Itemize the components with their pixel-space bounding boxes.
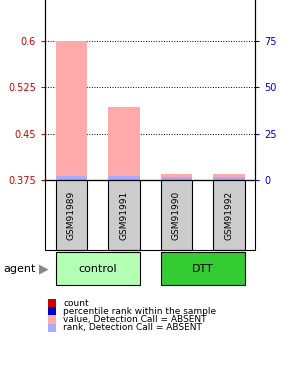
Bar — [55, 40, 87, 180]
Bar — [213, 177, 244, 180]
Bar — [108, 180, 139, 250]
Text: count: count — [64, 298, 89, 307]
Text: agent: agent — [3, 264, 35, 273]
Text: GSM91991: GSM91991 — [119, 190, 128, 240]
Bar — [160, 252, 244, 285]
Text: ▶: ▶ — [39, 262, 49, 275]
Bar — [160, 174, 192, 180]
Text: GSM91990: GSM91990 — [172, 190, 181, 240]
Text: DTT: DTT — [192, 264, 213, 273]
Bar — [55, 252, 139, 285]
Text: GSM91992: GSM91992 — [224, 190, 233, 240]
Text: GSM91989: GSM91989 — [67, 190, 76, 240]
Bar — [55, 180, 87, 250]
Bar — [160, 177, 192, 180]
Text: percentile rank within the sample: percentile rank within the sample — [64, 307, 217, 316]
Text: rank, Detection Call = ABSENT: rank, Detection Call = ABSENT — [64, 323, 202, 332]
Bar — [213, 180, 244, 250]
Text: control: control — [78, 264, 117, 273]
Bar — [55, 176, 87, 180]
Bar — [213, 174, 244, 180]
Bar — [108, 107, 139, 180]
Text: value, Detection Call = ABSENT: value, Detection Call = ABSENT — [64, 315, 207, 324]
Bar — [160, 180, 192, 250]
Bar — [108, 176, 139, 180]
